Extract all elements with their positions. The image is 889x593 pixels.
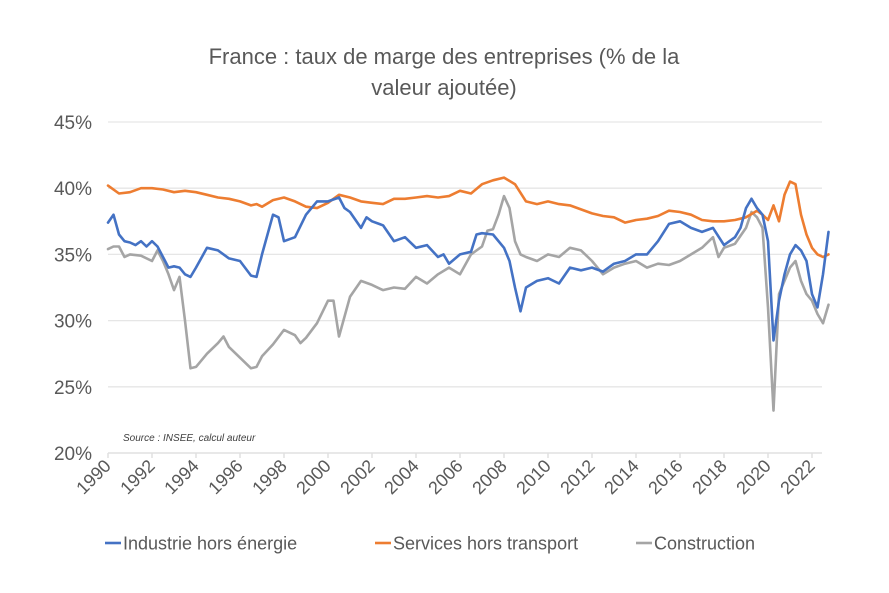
y-tick-label: 45%: [54, 113, 92, 134]
y-axis-tick-labels: 20% 25% 30% 35% 40% 45%: [54, 113, 92, 465]
legend-item-services-hors-transport: Services hors transport: [375, 534, 578, 554]
chart-title-line-2: valeur ajoutée): [371, 75, 517, 100]
legend-item-construction: Construction: [636, 534, 755, 554]
y-tick-label: 40%: [54, 179, 92, 200]
legend-label: Construction: [654, 534, 755, 554]
series-line-industrie-hors-energie: [106, 196, 830, 342]
y-tick-label: 25%: [54, 378, 92, 399]
y-tick-label: 20%: [54, 444, 92, 465]
chart-title-line-1: France : taux de marge des entreprises (…: [209, 44, 681, 69]
gridlines: [108, 121, 822, 388]
y-tick-label: 35%: [54, 245, 92, 266]
legend-label: Industrie hors énergie: [123, 534, 297, 554]
legend: Industrie hors énergie Services hors tran…: [105, 534, 755, 554]
legend-label: Services hors transport: [393, 534, 578, 554]
series-line-construction: [106, 194, 830, 412]
source-note: Source : INSEE, calcul auteur: [123, 433, 256, 444]
chart-title: France : taux de marge des entreprises (…: [209, 44, 681, 100]
series-lines: [106, 176, 830, 412]
legend-item-industrie-hors-energie: Industrie hors énergie: [105, 534, 297, 554]
y-tick-label: 30%: [54, 312, 92, 333]
